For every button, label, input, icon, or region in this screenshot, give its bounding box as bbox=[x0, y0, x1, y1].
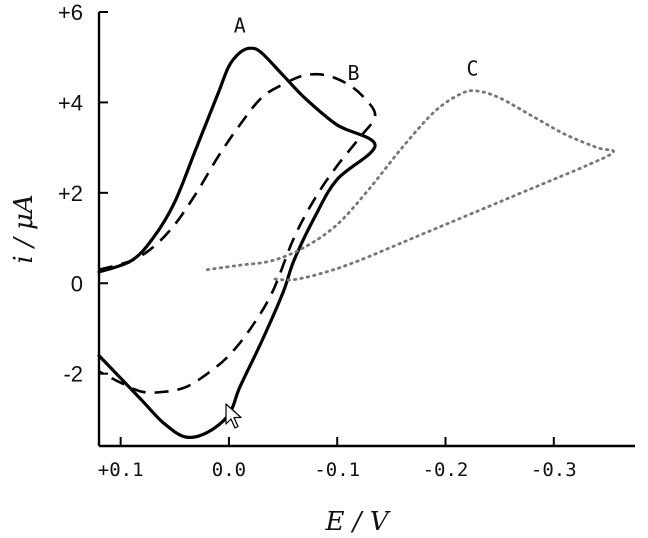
y-tick-label: -2 bbox=[63, 362, 83, 387]
x-tick-label: -0.3 bbox=[531, 459, 577, 481]
x-axis-label: E / V bbox=[324, 507, 390, 537]
curves bbox=[97, 46, 615, 440]
curve-label-a: A bbox=[234, 13, 246, 37]
series-line-c bbox=[205, 89, 615, 282]
labels: E / V i / μA A B C bbox=[9, 13, 479, 537]
x-tick-label: 0.0 bbox=[212, 459, 246, 481]
y-axis-label: i / μA bbox=[9, 194, 39, 263]
curve-label-b: B bbox=[347, 61, 359, 85]
curve-label-c: C bbox=[467, 56, 479, 80]
y-tick-label: +6 bbox=[58, 0, 83, 25]
y-tick-label: 0 bbox=[71, 271, 83, 296]
y-tick-label: +4 bbox=[58, 90, 83, 115]
series-line-a bbox=[97, 46, 377, 440]
axes: +6 +4 +2 0 -2 +0.1 0.0 -0.1 -0.2 -0.3 bbox=[58, 0, 635, 481]
mouse-cursor-icon bbox=[225, 403, 242, 429]
x-tick-label: -0.2 bbox=[423, 459, 469, 481]
x-tick-label: -0.1 bbox=[314, 459, 360, 481]
y-tick-label: +2 bbox=[58, 181, 83, 206]
x-tick-label: +0.1 bbox=[98, 459, 144, 481]
series-line-b bbox=[98, 72, 377, 394]
